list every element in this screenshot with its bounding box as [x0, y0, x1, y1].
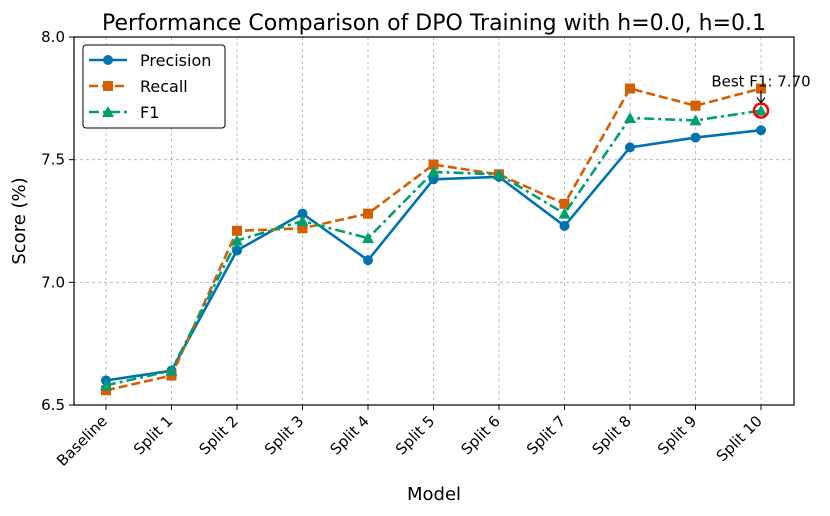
x-tick-label: Split 5: [392, 412, 438, 458]
legend-precision-marker: [103, 55, 113, 65]
y-tick-label: 6.5: [41, 396, 65, 414]
annotation-text: Best F1: 7.70: [711, 73, 810, 91]
precision-point: [559, 220, 570, 231]
y-tick-label: 8.0: [41, 28, 65, 46]
f1-point: [558, 207, 571, 219]
x-tick-label: Split 6: [457, 412, 503, 458]
chart-title: Performance Comparison of DPO Training w…: [102, 11, 766, 36]
x-tick-label: Split 4: [326, 412, 372, 458]
recall-point: [690, 100, 701, 111]
recall-point: [232, 225, 242, 236]
precision-point: [756, 125, 766, 136]
annotation-layer: Best F1: 7.70: [711, 73, 811, 119]
precision-point: [363, 255, 373, 266]
legend-f1-label: F1: [140, 103, 159, 122]
legend-f1-marker: [102, 106, 114, 117]
x-tick-label: Split 2: [195, 412, 241, 458]
y-tick-label: 7.5: [41, 151, 65, 169]
recall-point: [363, 208, 373, 219]
precision-point: [625, 142, 635, 153]
legend-recall-marker: [103, 81, 113, 91]
f1-point: [165, 364, 178, 376]
f1-point: [755, 104, 767, 116]
y-axis-label: Score (%): [9, 177, 30, 264]
y-tick-label: 7.0: [41, 273, 65, 291]
recall-line: [105, 87, 762, 392]
legend-precision-label: Precision: [140, 51, 211, 70]
x-tick-label: Baseline: [53, 412, 111, 470]
f1-point: [100, 379, 112, 391]
f1-point: [493, 168, 505, 180]
annotation-arrowhead: [756, 97, 766, 104]
x-tick-label: Split 7: [523, 412, 569, 458]
f1-point: [427, 165, 440, 177]
precision-point: [690, 132, 701, 143]
x-tick-label: Split 9: [654, 412, 700, 458]
f1-point: [231, 234, 243, 246]
f1-point: [689, 114, 702, 126]
f1-point: [362, 232, 374, 244]
recall-point: [559, 198, 570, 209]
x-axis-label: Model: [407, 484, 461, 505]
f1-point: [296, 215, 309, 226]
f1-point: [624, 111, 636, 123]
recall-point: [428, 159, 439, 170]
legend-box: [82, 44, 226, 129]
legend-recall-label: Recall: [140, 77, 188, 96]
recall-point: [756, 83, 766, 94]
x-tick-label: Split 8: [588, 412, 634, 458]
x-tick-label: Split 1: [130, 412, 176, 458]
x-tick-label: Split 3: [261, 412, 307, 458]
recall-point: [297, 223, 308, 234]
legend: Precision Recall F1: [82, 44, 226, 129]
recall-point: [625, 83, 635, 94]
best-f1-highlight: [752, 102, 770, 119]
precision-point: [297, 208, 308, 219]
x-tick-label: Split 10: [713, 412, 766, 465]
series-layer: [100, 83, 767, 396]
